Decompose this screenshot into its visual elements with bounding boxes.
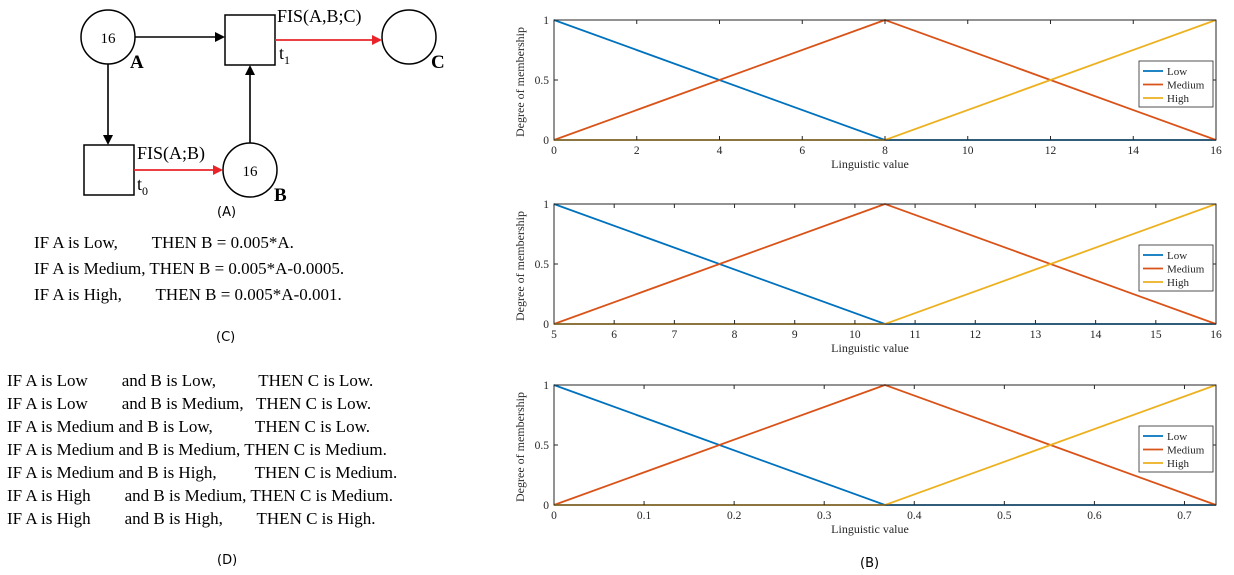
transition-t1-label: t1 [279, 43, 290, 67]
place-b-tokens: 16 [243, 164, 259, 180]
x-tick-label: 7 [671, 329, 677, 341]
series-line-high [554, 203, 1217, 325]
x-tick-label: 8 [732, 329, 738, 341]
rule-b-2: IF A is Medium, THEN B = 0.005*A-0.0005. [34, 259, 345, 278]
rule-c-6: IF A is High and B is Medium, THEN C is … [7, 486, 393, 505]
rule-c-4: IF A is Medium and B is Medium, THEN C i… [7, 440, 387, 459]
y-tick-label: 1 [543, 380, 549, 392]
x-tick-label: 0.3 [817, 510, 832, 522]
x-tick-label: 14 [1128, 145, 1140, 157]
transition-t0 [83, 144, 135, 196]
place-c-label: C [431, 52, 445, 73]
y-axis-label: Degree of membership [513, 27, 527, 137]
series-line-medium [553, 203, 1217, 325]
series-line-high [554, 384, 1217, 506]
series-line-low [553, 203, 1216, 325]
y-tick-label: 0 [543, 135, 549, 147]
y-tick-label: 1 [543, 15, 549, 27]
x-tick-label: 13 [1030, 329, 1042, 341]
legend-label-medium: Medium [1167, 445, 1205, 457]
y-tick-label: 0.5 [535, 259, 550, 271]
x-tick-label: 6 [611, 329, 617, 341]
x-tick-label: 16 [1210, 145, 1222, 157]
x-tick-label: 0.1 [637, 510, 652, 522]
transition-t0-label: t0 [137, 174, 148, 198]
chart-1: 0 2 4 6 8 10 12 14 16 0 0.5 1 Linguistic value Degree… [513, 15, 1222, 171]
petri-net-diagram: 16 A FIS(A,B;C) t1 C FIS(A;B) t0 16 B [80, 6, 445, 205]
legend-label-low: Low [1167, 431, 1187, 443]
caption-a: (A) [217, 205, 237, 220]
legend-label-high: High [1167, 93, 1190, 105]
caption-b: (B) [860, 556, 880, 571]
y-tick-label: 0 [543, 500, 549, 512]
rule-b-1: IF A is Low, THEN B = 0.005*A. [34, 233, 294, 252]
x-tick-label: 12 [1045, 145, 1057, 157]
plot-area-frame [553, 384, 1217, 506]
legend-label-low: Low [1167, 250, 1187, 262]
rule-c-5: IF A is Medium and B is High, THEN C is … [7, 463, 398, 482]
y-tick-label: 0 [543, 319, 549, 331]
transition-t1-function: FIS(A,B;C) [277, 6, 362, 27]
x-tick-label: 12 [970, 329, 982, 341]
caption-d: (D) [217, 553, 238, 568]
x-tick-label: 15 [1150, 329, 1162, 341]
series-line-low [553, 384, 1216, 506]
place-b-label: B [274, 185, 287, 205]
legend-label-high: High [1167, 458, 1190, 470]
place-c [381, 9, 437, 65]
y-axis-label: Degree of membership [513, 211, 527, 321]
rule-c-7: IF A is High and B is High, THEN C is Hi… [7, 509, 376, 528]
x-tick-label: 16 [1210, 329, 1222, 341]
place-a-label: A [130, 52, 144, 73]
series-line-low [553, 19, 1216, 141]
rule-c-3: IF A is Medium and B is Low, THEN C is L… [7, 417, 370, 436]
legend-label-medium: Medium [1167, 264, 1205, 276]
rule-c-2: IF A is Low and B is Medium, THEN C is L… [7, 394, 372, 413]
x-tick-label: 0.4 [907, 510, 922, 522]
x-tick-label: 8 [882, 145, 888, 157]
x-tick-label: 0.2 [727, 510, 742, 522]
plot-area-frame [553, 19, 1217, 141]
x-tick-label: 0.7 [1177, 510, 1192, 522]
y-axis-label: Degree of membership [513, 392, 527, 502]
x-axis-label: Linguistic value [831, 341, 909, 355]
chart-2: 5 6 7 8 9 10 11 12 13 14 15 16 0 0.5 1 Linguistic value… [513, 199, 1222, 355]
legend-label-low: Low [1167, 66, 1187, 78]
plot-area-frame [553, 203, 1217, 325]
x-axis-label: Linguistic value [831, 157, 909, 171]
rule-c-1: IF A is Low and B is Low, THEN C is Low. [7, 371, 374, 390]
x-axis-label: Linguistic value [831, 522, 909, 536]
chart-3: 0 0.1 0.2 0.3 0.4 0.5 0.6 0.7 0 0.5 1 Linguistic va… [513, 380, 1217, 536]
x-tick-label: 0 [551, 510, 557, 522]
caption-c: (C) [216, 330, 236, 345]
x-tick-label: 10 [962, 145, 974, 157]
y-tick-label: 0.5 [535, 75, 550, 87]
transition-t0-function: FIS(A;B) [137, 143, 205, 164]
y-tick-label: 1 [543, 199, 549, 211]
x-tick-label: 5 [551, 329, 557, 341]
x-tick-label: 0.6 [1087, 510, 1102, 522]
transition-t1 [224, 14, 276, 66]
y-tick-label: 0.5 [535, 440, 550, 452]
x-tick-label: 4 [717, 145, 723, 157]
series-line-medium [553, 19, 1217, 141]
x-tick-label: 0.5 [997, 510, 1012, 522]
x-tick-label: 14 [1090, 329, 1102, 341]
series-line-medium [553, 384, 1217, 506]
place-a-tokens: 16 [101, 31, 117, 47]
legend-label-high: High [1167, 277, 1190, 289]
rule-b-3: IF A is High, THEN B = 0.005*A-0.001. [34, 285, 342, 304]
x-tick-label: 10 [849, 329, 861, 341]
series-line-high [554, 19, 1217, 141]
x-tick-label: 2 [634, 145, 640, 157]
x-tick-label: 6 [799, 145, 805, 157]
legend-label-medium: Medium [1167, 80, 1205, 92]
x-tick-label: 0 [551, 145, 557, 157]
x-tick-label: 9 [792, 329, 798, 341]
x-tick-label: 11 [910, 329, 921, 341]
